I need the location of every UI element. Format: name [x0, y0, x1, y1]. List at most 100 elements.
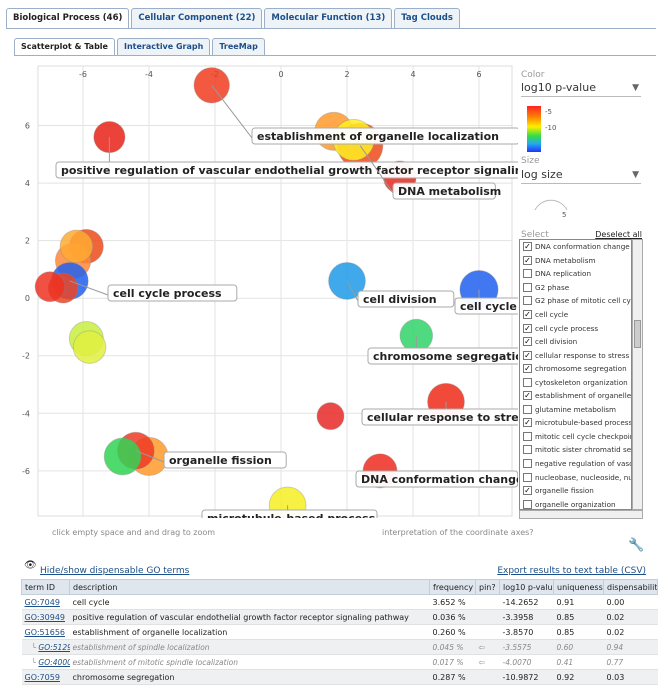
tab-cellular-component-22[interactable]: Cellular Component (22)	[131, 8, 263, 28]
tab-biological-process-46[interactable]: Biological Process (46)	[6, 8, 130, 28]
checkbox[interactable]: ✓	[523, 242, 532, 252]
checkbox[interactable]	[523, 445, 532, 455]
select-list-item[interactable]: mitotic sister chromatid seg...	[520, 443, 631, 457]
scatter-point[interactable]	[193, 67, 230, 104]
table-row: GO:51656 establishment of organelle local…	[21, 624, 658, 640]
cell-frequency: 0.036 %	[429, 609, 476, 625]
checkbox[interactable]	[523, 431, 532, 441]
select-list-item[interactable]: ✓ organelle fission	[520, 484, 631, 498]
scroll-thumb[interactable]	[634, 320, 641, 348]
cell-uniqueness: 0.85	[553, 609, 604, 625]
y-tick-label: 2	[25, 237, 30, 246]
scatter-point[interactable]	[34, 271, 66, 303]
checkbox[interactable]: ✓	[523, 323, 532, 333]
annotation-leader	[135, 450, 165, 463]
cell-term-id: └ GO:40001	[21, 654, 70, 670]
color-select[interactable]: log10 p-value ▼	[521, 80, 641, 97]
eye-icon[interactable]: 👁	[24, 560, 37, 571]
select-list-item[interactable]: nucleobase, nucleoside, nu...	[520, 470, 631, 484]
checkbox[interactable]: ✓	[523, 337, 532, 347]
checkbox[interactable]	[523, 296, 532, 306]
checkbox[interactable]: ✓	[523, 418, 532, 428]
scatter-point[interactable]	[59, 229, 94, 264]
checkbox[interactable]: ✓	[523, 391, 532, 401]
select-list-item[interactable]: DNA replication	[520, 267, 631, 281]
checkbox[interactable]	[523, 282, 532, 292]
select-list-item[interactable]: ✓establishment of organelle l...	[520, 389, 631, 403]
subtab-interactive-graph[interactable]: Interactive Graph	[116, 38, 211, 55]
deselect-all-link[interactable]: Deselect all	[595, 230, 642, 239]
column-header[interactable]: pin?	[475, 579, 500, 595]
select-list-item[interactable]: organelle organization	[520, 497, 631, 509]
list-vertical-scrollbar[interactable]	[632, 239, 643, 510]
checkbox[interactable]	[523, 269, 532, 279]
subtab-divider	[14, 55, 656, 56]
list-horizontal-scrollbar[interactable]	[519, 510, 643, 519]
table-header-row: term ID description frequency pin? log10 p-v…	[21, 579, 658, 595]
x-tick-label: -4	[145, 70, 153, 79]
toggle-dispensable-link[interactable]: Hide/show dispensable GO terms	[40, 566, 190, 576]
checkbox[interactable]	[523, 459, 532, 469]
checkbox[interactable]	[523, 404, 532, 414]
scatter-point[interactable]	[72, 330, 107, 364]
go-term-link[interactable]: GO:30949	[24, 612, 66, 622]
axes-help-link[interactable]: interpretation of the coordinate axes?	[382, 528, 534, 537]
select-list-item[interactable]: ✓ cell division	[520, 335, 631, 349]
select-list-item[interactable]: ✓ DNA metabolism	[520, 254, 631, 268]
column-header[interactable]: dispensability	[603, 579, 658, 595]
checkbox[interactable]	[523, 377, 532, 387]
select-list-item[interactable]: ✓ cell cycle	[520, 308, 631, 322]
size-legend-arc	[534, 199, 568, 211]
select-list-item[interactable]: glutamine metabolism	[520, 403, 631, 417]
select-list-item[interactable]: negative regulation of vaso...	[520, 457, 631, 471]
go-term-link[interactable]: GO:51293	[38, 642, 69, 652]
go-term-link[interactable]: GO:7049	[24, 597, 60, 607]
select-list-item[interactable]: ✓ cellular response to stress	[520, 348, 631, 362]
control-panel: Color log10 p-value ▼ -5 -10 Size log si…	[521, 70, 641, 219]
select-list-item[interactable]: ✓ DNA conformation change	[520, 240, 631, 254]
column-header[interactable]: frequency	[429, 579, 476, 595]
scatter-point[interactable]	[316, 402, 345, 431]
checkbox[interactable]	[523, 499, 532, 509]
size-title: Size	[521, 156, 540, 166]
checkbox[interactable]: ✓	[523, 255, 532, 265]
select-list-item[interactable]: ✓ chromosome segregation	[520, 362, 631, 376]
go-term-link[interactable]: GO:51656	[24, 627, 66, 637]
column-header[interactable]: uniqueness	[553, 579, 604, 595]
wrench-icon[interactable]: 🔧	[628, 538, 645, 553]
term-select-list[interactable]: ✓ DNA conformation change ✓ DNA metabolism D…	[519, 239, 632, 510]
select-item-label: G2 phase of mitotic cell cycle	[535, 296, 631, 306]
select-list-item[interactable]: mitotic cell cycle checkpoint	[520, 430, 631, 444]
annotation-box	[357, 290, 455, 308]
color-scale-tick: -5	[545, 108, 552, 116]
checkbox[interactable]: ✓	[523, 310, 532, 319]
column-header[interactable]: log10 p-value	[499, 579, 554, 595]
checkbox[interactable]: ✓	[523, 350, 532, 360]
select-list-item[interactable]: ✓ cell cycle process	[520, 321, 631, 335]
pin-icon[interactable]: ⇦	[475, 639, 500, 655]
checkbox[interactable]: ✓	[523, 364, 532, 374]
checkbox[interactable]	[523, 472, 532, 482]
subtab-treemap[interactable]: TreeMap	[212, 38, 265, 55]
tab-molecular-function-13[interactable]: Molecular Function (13)	[264, 8, 393, 28]
go-term-link[interactable]: GO:7059	[24, 672, 60, 682]
column-header[interactable]: term ID	[21, 579, 70, 595]
select-item-label: cell cycle	[535, 310, 569, 319]
pin-icon[interactable]: ⇦	[475, 654, 500, 670]
select-list-item[interactable]: cytoskeleton organization	[520, 375, 631, 389]
go-term-link[interactable]: GO:40001	[38, 657, 69, 667]
subtab-scatterplot-table[interactable]: Scatterplot & Table	[14, 38, 115, 55]
annotation-box	[392, 182, 496, 200]
column-header[interactable]: description	[69, 579, 430, 595]
select-list-item[interactable]: G2 phase of mitotic cell cycle	[520, 294, 631, 308]
select-list-item[interactable]: G2 phase	[520, 281, 631, 295]
export-csv-link[interactable]: Export results to text table (CSV)	[497, 566, 646, 576]
annotation-box	[367, 347, 518, 365]
size-select[interactable]: log size ▼	[521, 167, 641, 184]
tab-tag-clouds[interactable]: Tag Clouds	[394, 8, 460, 28]
scatter-point[interactable]	[103, 437, 142, 476]
select-list-item[interactable]: ✓ microtubule-based process	[520, 416, 631, 430]
checkbox[interactable]: ✓	[523, 486, 532, 496]
